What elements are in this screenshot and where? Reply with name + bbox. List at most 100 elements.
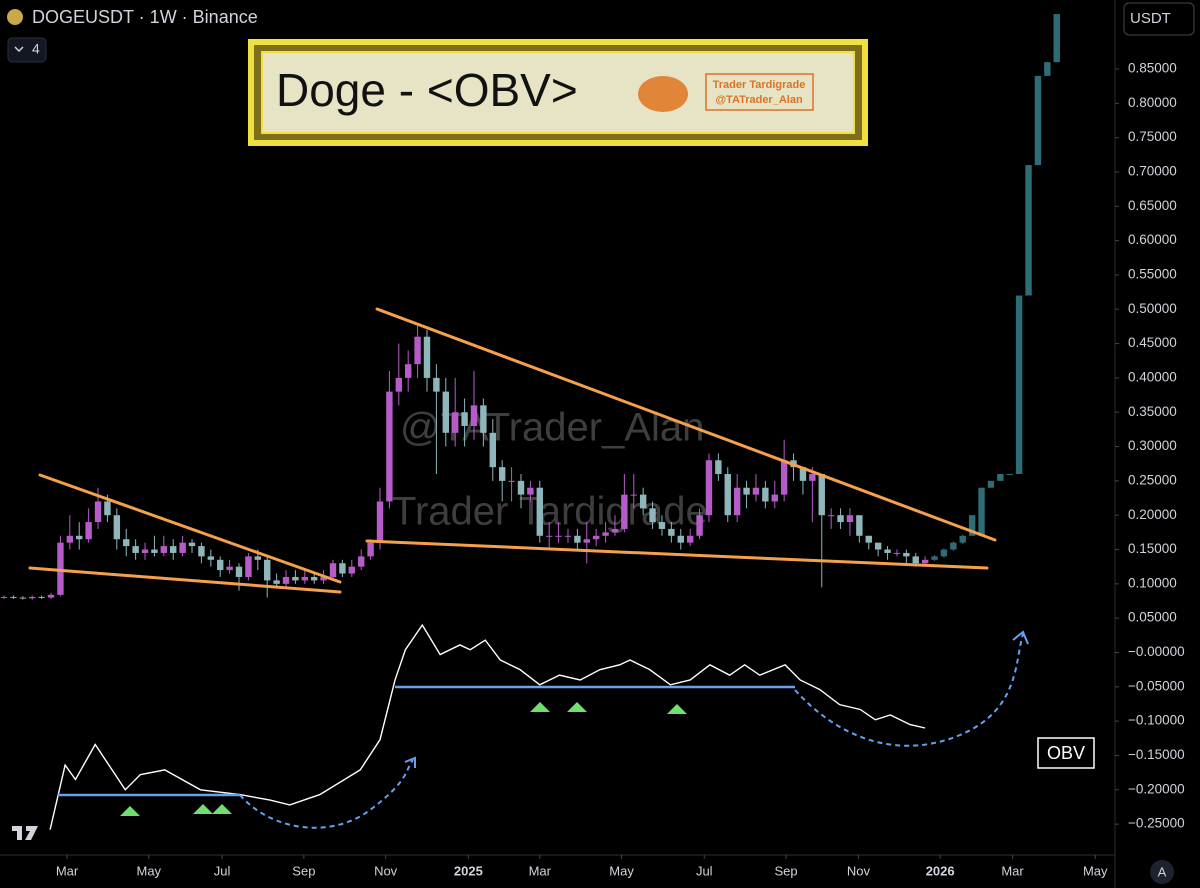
candle-body [451,412,459,433]
candle-body [809,474,816,481]
y-tick-label: −0.05000 [1128,678,1185,693]
currency-button[interactable] [1123,2,1195,36]
candle-body [123,539,130,547]
scale-button-label: A [1158,864,1167,879]
candle-body [639,494,647,509]
candle-body [376,501,384,543]
candle-body [94,501,102,523]
candle-body [658,522,666,529]
candle-body [85,522,92,540]
candle-body [752,487,760,495]
x-tick-label: 2025 [454,863,483,878]
markers [120,702,687,816]
candle-body [160,546,168,553]
candle-body [264,559,271,581]
candle-body [198,546,205,557]
obv-line [49,623,926,830]
candle-body [668,528,675,536]
candle-body [207,556,215,560]
candle-body [799,467,807,481]
candle-body [179,542,186,553]
x-tick-label: Nov [374,863,398,878]
candle-body [536,487,543,536]
projection-arrows [239,630,1029,829]
candle-body [931,556,938,560]
candle-body [921,559,929,564]
y-tick-label: 0.30000 [1128,438,1177,453]
candle-body [705,460,713,516]
obv-levels [58,685,795,797]
chevron-icon [14,46,24,53]
candle-body [311,576,318,581]
candle-body [987,480,995,488]
candle-body [602,532,609,536]
x-tick-label: May [137,863,162,878]
candle-body [884,549,891,553]
candle-body [320,576,327,581]
indicator-label: OBV [1047,743,1085,763]
y-tick-label: −0.15000 [1128,747,1185,762]
candle-body [621,494,628,529]
candle-body [66,535,74,543]
candle-body [282,576,290,584]
candle-body [273,580,280,584]
indicator-box [1037,737,1095,769]
candle-body [498,467,506,481]
x-tick-label: Mar [56,863,79,878]
candle-body [404,364,412,378]
triangle [193,804,213,814]
candle-body [358,556,365,567]
candle-body [959,535,966,543]
y-tick-label: −0.20000 [1128,781,1185,796]
trendline [28,566,342,594]
y-tick-label: 0.70000 [1128,164,1177,179]
candle-body [846,515,854,523]
logo-box [705,73,814,111]
candle-body [76,535,83,540]
interval-badge: 4 [32,41,40,57]
candle-body [950,542,957,550]
candle-body [903,552,910,557]
candle-body [386,391,393,502]
candle-body [461,412,468,426]
tradingview-logo [12,826,38,840]
scale-button[interactable] [1150,860,1174,884]
y-tick-label: 0.25000 [1128,472,1177,487]
candle-body [630,494,637,496]
candle-body [188,542,196,547]
candle-body [339,563,346,574]
candle-body [733,487,741,516]
y-tick-label: 0.45000 [1128,335,1177,350]
y-tick-label: −0.25000 [1128,816,1185,831]
triangle [120,806,140,816]
y-tick-label: −0.00000 [1128,644,1185,659]
x-tick-label: Jul [214,863,231,878]
candle-body [433,377,440,392]
y-tick-label: 0.35000 [1128,404,1177,419]
candle-body [724,474,731,516]
collapse-button[interactable] [7,37,47,63]
x-tick-label: Nov [847,863,871,878]
trendline [375,307,997,542]
coin-icon [7,9,23,25]
candle-body [715,460,722,475]
logo-line: @TATrader_Alan [715,94,803,106]
candle-body [865,535,872,543]
trendline [365,539,989,570]
candle-body [508,480,515,482]
candle-body [780,460,788,495]
currency-label: USDT [1130,10,1171,27]
candle-body [414,336,421,365]
candle-body [856,515,863,536]
candle-body [611,528,619,533]
triangle [212,804,232,814]
arrow-head [1012,630,1029,645]
candle-body [1053,14,1060,63]
candle-body [517,480,525,495]
x-tick-label: Jul [696,863,713,878]
candle-body [235,566,243,577]
candle-body [329,563,337,577]
candle-body [649,508,656,523]
candle-body [677,535,684,543]
